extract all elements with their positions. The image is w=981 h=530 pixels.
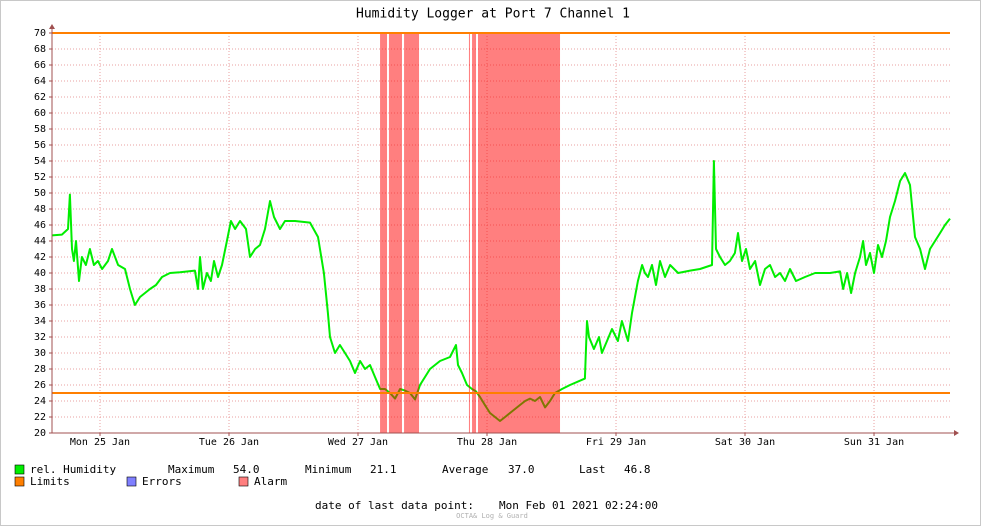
stat-label: Average (442, 463, 488, 476)
x-tick-label: Fri 29 Jan (586, 437, 646, 448)
stat-label: Last (579, 463, 606, 476)
chart-title: Humidity Logger at Port 7 Channel 1 (356, 7, 630, 22)
legend-label: Limits (30, 475, 70, 488)
y-tick-label: 68 (34, 44, 46, 55)
y-tick-label: 42 (34, 252, 46, 263)
y-tick-label: 32 (34, 332, 46, 343)
y-tick-label: 62 (34, 92, 46, 103)
y-tick-label: 34 (34, 316, 46, 327)
y-tick-label: 58 (34, 124, 46, 135)
y-tick-label: 28 (34, 364, 46, 375)
legend-label: Alarm (254, 475, 287, 488)
x-tick-label: Wed 27 Jan (328, 437, 388, 448)
stat-value: 37.0 (508, 463, 535, 476)
legend-label: rel. Humidity (30, 463, 116, 476)
x-tick-label: Tue 26 Jan (199, 437, 259, 448)
y-tick-label: 66 (34, 60, 46, 71)
stat-label: Minimum (305, 463, 352, 476)
alarm-span (388, 33, 402, 433)
stat-label: Maximum (168, 463, 215, 476)
footer-label: date of last data point: (315, 499, 474, 512)
alarm-span (404, 33, 420, 433)
y-tick-label: 50 (34, 188, 46, 199)
alarm-span (477, 33, 561, 433)
y-tick-label: 48 (34, 204, 46, 215)
y-tick-label: 22 (34, 412, 46, 423)
y-tick-label: 30 (34, 348, 46, 359)
y-tick-label: 38 (34, 284, 46, 295)
y-tick-label: 36 (34, 300, 46, 311)
y-tick-label: 54 (34, 156, 46, 167)
legend-swatch (238, 476, 249, 487)
y-tick-label: 46 (34, 220, 46, 231)
stat-value: 54.0 (233, 463, 260, 476)
x-tick-label: Thu 28 Jan (457, 437, 517, 448)
x-tick-label: Mon 25 Jan (70, 437, 130, 448)
y-axis-arrow (49, 24, 55, 29)
legend-swatch (14, 464, 25, 475)
y-tick-label: 20 (34, 428, 46, 439)
legend-swatch (126, 476, 137, 487)
y-tick-label: 60 (34, 108, 46, 119)
x-tick-label: Sun 31 Jan (844, 437, 904, 448)
watermark: OCTA& Log & Guard (456, 512, 528, 520)
y-tick-label: 52 (34, 172, 46, 183)
y-tick-label: 56 (34, 140, 46, 151)
y-tick-label: 26 (34, 380, 46, 391)
y-tick-label: 24 (34, 396, 46, 407)
stat-value: 21.1 (370, 463, 397, 476)
y-tick-label: 70 (34, 28, 46, 39)
alarm-span (472, 33, 477, 433)
legend-label: Errors (142, 475, 182, 488)
y-tick-label: 44 (34, 236, 46, 247)
y-tick-label: 64 (34, 76, 46, 87)
stat-value: 46.8 (624, 463, 651, 476)
legend-swatch (14, 476, 25, 487)
x-axis-arrow (954, 430, 959, 436)
alarm-span (380, 33, 388, 433)
footer-value: Mon Feb 01 2021 02:24:00 (499, 499, 658, 512)
x-tick-label: Sat 30 Jan (715, 437, 775, 448)
alarm-span (468, 33, 470, 433)
y-tick-label: 40 (34, 268, 46, 279)
